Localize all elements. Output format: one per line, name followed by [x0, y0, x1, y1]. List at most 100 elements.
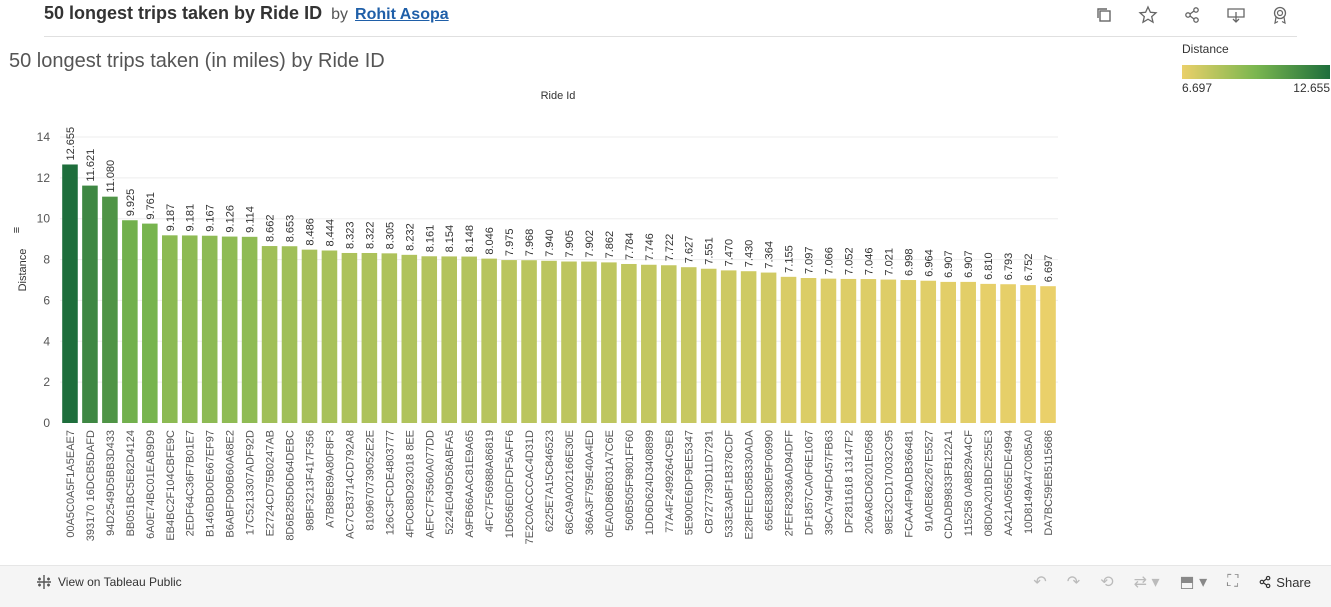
bar[interactable] — [561, 261, 577, 423]
badge-icon[interactable] — [1269, 4, 1291, 26]
share-network-icon[interactable] — [1181, 4, 1203, 26]
bar[interactable] — [581, 261, 597, 423]
bar[interactable] — [880, 279, 897, 423]
undo-icon[interactable]: ↶ — [1033, 574, 1047, 591]
bar[interactable] — [441, 256, 458, 423]
x-category-label: 656E8380E9F06990 — [764, 430, 776, 531]
bar-value-label: 6.907 — [943, 250, 955, 278]
bar[interactable] — [920, 280, 937, 423]
download-menu-icon[interactable]: ⬒ ▾ — [1179, 574, 1208, 591]
bar[interactable] — [1020, 285, 1036, 423]
download-icon[interactable] — [1225, 4, 1247, 26]
bar-value-label: 8.322 — [364, 221, 376, 249]
bar[interactable] — [401, 254, 418, 423]
bar-value-label: 6.907 — [963, 250, 975, 278]
author-link[interactable]: Rohit Asopa — [355, 6, 449, 23]
bar[interactable] — [62, 164, 78, 423]
bar[interactable] — [261, 246, 278, 423]
share-button[interactable]: Share — [1258, 575, 1311, 590]
bar[interactable] — [201, 235, 218, 423]
viz-by-label: by — [331, 6, 348, 23]
bar[interactable] — [461, 256, 477, 423]
redo-icon[interactable]: ↷ — [1066, 574, 1081, 591]
bar[interactable] — [82, 185, 98, 423]
bar[interactable] — [421, 256, 438, 423]
bar[interactable] — [1040, 286, 1056, 423]
bar[interactable] — [481, 258, 497, 423]
bar[interactable] — [102, 196, 118, 423]
bar-value-label: 8.653 — [285, 215, 297, 243]
x-category-label: AEFC7F3560A077DD — [424, 430, 436, 538]
x-category-label: AC7CB3714CD792A8 — [344, 430, 356, 539]
fullscreen-icon[interactable]: ⛶ — [1227, 573, 1239, 590]
bar[interactable] — [680, 267, 697, 423]
bar[interactable] — [301, 249, 318, 423]
bar[interactable] — [521, 260, 537, 423]
bar[interactable] — [860, 279, 877, 423]
bar[interactable] — [660, 265, 677, 423]
bar[interactable] — [621, 263, 637, 423]
bar[interactable] — [161, 235, 178, 423]
sort-icon: ≡ — [11, 227, 23, 233]
pause-icon[interactable]: ⇄ ▾ — [1133, 574, 1160, 591]
bar-value-label: 7.470 — [724, 239, 736, 267]
bar[interactable] — [142, 223, 158, 423]
sheet-title: 50 longest trips taken (in miles) by Rid… — [9, 50, 385, 72]
bar[interactable] — [181, 235, 198, 423]
bar[interactable] — [221, 236, 238, 423]
bar[interactable] — [900, 280, 917, 423]
bar-value-label: 12.655 — [65, 127, 77, 161]
legend-max-label: 12.655 — [1293, 81, 1330, 95]
bar[interactable] — [541, 260, 557, 423]
bar-value-label: 9.167 — [205, 204, 217, 232]
bar-value-label: 9.114 — [245, 206, 257, 233]
bar[interactable] — [980, 283, 996, 423]
x-category-label: 8D6B285D6D64DEBC — [285, 430, 297, 541]
favorite-star-icon[interactable] — [1137, 4, 1159, 26]
bar-value-label: 7.046 — [863, 248, 875, 276]
bar[interactable] — [960, 281, 976, 423]
bar[interactable] — [740, 271, 757, 423]
bar[interactable] — [281, 246, 298, 423]
x-category-label: 5E900E6DF9EE5347 — [684, 430, 696, 535]
header-divider — [44, 36, 1297, 37]
bar[interactable] — [381, 253, 398, 423]
y-tick-label: 6 — [43, 293, 50, 307]
revert-icon[interactable]: ⟲ — [1100, 574, 1114, 591]
bar[interactable] — [641, 264, 657, 423]
bar[interactable] — [122, 220, 138, 423]
bar[interactable] — [760, 272, 777, 423]
x-category-label: DF2811618 13147F2 — [843, 430, 855, 533]
bar[interactable] — [361, 252, 378, 423]
bar[interactable] — [1000, 284, 1016, 423]
bar-value-label: 9.126 — [225, 205, 237, 233]
bar[interactable] — [780, 276, 797, 423]
bar[interactable] — [321, 250, 338, 423]
bar-value-label: 7.052 — [843, 247, 855, 275]
bar-value-label: 7.968 — [524, 229, 536, 257]
bar-chart[interactable]: Ride Id 0 2 4 6 8 10 12 14 Distance ≡ 12.655 00A5C0A… — [0, 80, 1100, 560]
bar-value-label: 7.155 — [784, 245, 796, 273]
copy-icon[interactable] — [1093, 4, 1115, 26]
x-category-label: CB727739D11D7291 — [704, 430, 716, 534]
bar[interactable] — [601, 262, 617, 423]
bar[interactable] — [840, 278, 857, 423]
bar[interactable] — [940, 281, 957, 423]
bar[interactable] — [501, 260, 517, 423]
bar-value-label: 9.181 — [185, 204, 197, 232]
bar-value-label: 6.752 — [1023, 254, 1035, 282]
x-category-label: A9FB66AAC81E9A65 — [464, 430, 476, 538]
bar[interactable] — [800, 278, 817, 423]
bar[interactable] — [341, 252, 358, 423]
color-legend[interactable]: Distance 6.697 12.655 — [1182, 42, 1330, 95]
bar-value-label: 7.097 — [804, 246, 816, 274]
bar-value-label: 6.998 — [903, 249, 915, 277]
x-category-label: 4F0C88D923018 8EE — [404, 430, 416, 538]
bar[interactable] — [241, 236, 258, 423]
bar[interactable] — [720, 270, 737, 423]
tableau-logo-icon — [37, 575, 51, 589]
bar[interactable] — [820, 278, 837, 423]
y-tick-label: 4 — [43, 334, 50, 348]
view-on-tableau-link[interactable]: View on Tableau Public — [36, 574, 182, 590]
bar[interactable] — [700, 268, 717, 423]
